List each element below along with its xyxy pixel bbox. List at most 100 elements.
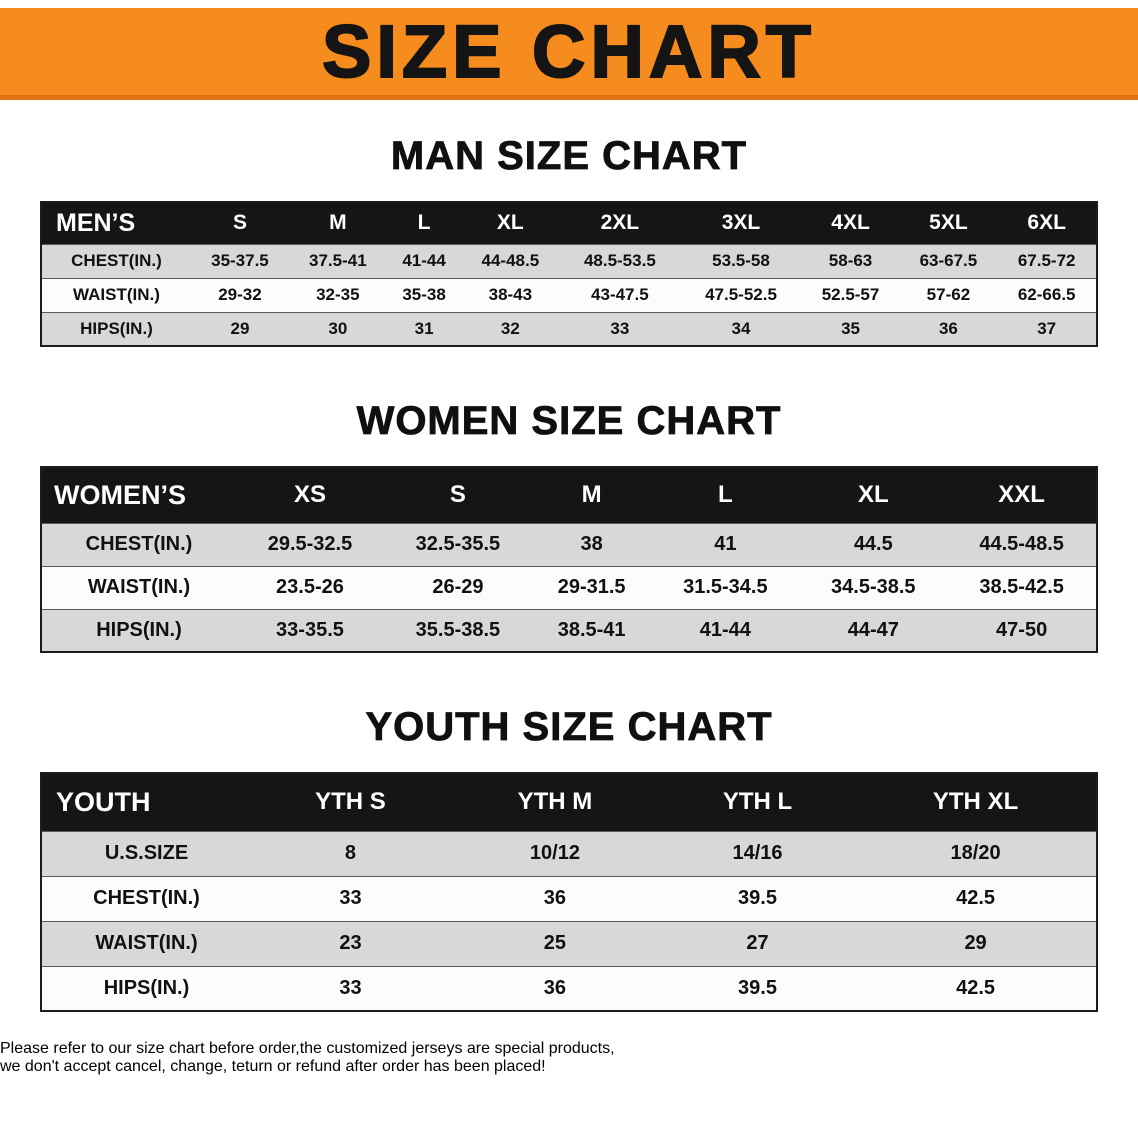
measurement-value-cell: 42.5 xyxy=(956,976,996,999)
table-header-row: WOMEN’S XS S M L XL XXL xyxy=(41,467,1097,523)
measurement-value-cell: 37 xyxy=(1037,318,1057,338)
measurement-value-cell: 37.5-41 xyxy=(309,251,367,270)
table-row: WAIST(IN.) 23 25 27 29 xyxy=(41,921,1097,966)
measurement-value-cell: 42.5 xyxy=(956,887,996,909)
mens-section-heading: MAN SIZE CHART xyxy=(390,134,748,179)
measurement-value-cell: 36 xyxy=(543,976,567,999)
measurement-value-cell: 36 xyxy=(543,887,567,909)
page-title: SIZE CHART xyxy=(321,9,816,93)
measurement-value-cell: 33-35.5 xyxy=(276,618,344,641)
table-header-row: YOUTH YTH S YTH M YTH L YTH XL xyxy=(41,773,1097,831)
measurement-value-cell: 53.5-58 xyxy=(712,251,770,270)
measurement-value-cell: 31 xyxy=(414,318,434,338)
measurement-value-cell: 27 xyxy=(746,932,769,954)
row-label-cell: WAIST(IN.) xyxy=(87,576,191,598)
table-title-cell: WOMEN’S xyxy=(41,467,236,523)
measurement-value-cell: 29 xyxy=(230,318,250,338)
table-row: WAIST(IN.) 23.5-26 26-29 29-31.5 31.5-34.5 34… xyxy=(41,566,1097,609)
disclaimer-line-1: Please refer to our size chart before or… xyxy=(0,1040,615,1057)
row-label-cell: HIPS(IN.) xyxy=(80,318,153,338)
measurement-value-cell: 44-48.5 xyxy=(481,251,540,270)
measurement-value-cell: 63-67.5 xyxy=(919,251,978,270)
youth-size-table: YOUTH YTH S YTH M YTH L YTH XL U.S.SIZE 8 10/12… xyxy=(40,772,1098,1012)
measurement-value-cell: 44-47 xyxy=(847,618,899,641)
size-column-header: 3XL xyxy=(680,202,802,244)
measurement-value-cell: 30 xyxy=(328,318,348,338)
size-column-header: 2XL xyxy=(559,202,681,244)
measurement-value-cell: 35-38 xyxy=(402,285,446,304)
size-column-header: YTH M xyxy=(449,773,660,831)
row-label-cell: HIPS(IN.) xyxy=(96,618,182,641)
size-column-header: S xyxy=(191,202,289,244)
size-column-header: YTH S xyxy=(251,773,450,831)
measurement-value-cell: 35.5-38.5 xyxy=(415,618,501,641)
size-column-header: XL xyxy=(461,202,560,244)
banner: SIZE CHART xyxy=(0,8,1138,100)
table-title-cell: MEN’S xyxy=(41,202,191,244)
size-sections: MAN SIZE CHART MEN’S S M L XL 2XL 3XL 4XL 5XL 6XL C… xyxy=(0,134,1138,1012)
measurement-value-cell: 29-32 xyxy=(218,285,262,304)
size-column-header: XS xyxy=(236,467,384,523)
measurement-value-cell: 41 xyxy=(714,533,737,555)
size-column-header: L xyxy=(651,467,800,523)
measurement-value-cell: 25 xyxy=(543,932,567,954)
disclaimer-line-2: we don't accept cancel, change, teturn o… xyxy=(0,1058,546,1075)
measurement-value-cell: 41-44 xyxy=(699,618,751,641)
measurement-value-cell: 33 xyxy=(339,976,362,999)
measurement-value-cell: 34.5-38.5 xyxy=(831,576,916,598)
size-column-header: XXL xyxy=(947,467,1097,523)
measurement-value-cell: 38.5-42.5 xyxy=(979,576,1064,598)
measurement-value-cell: 32.5-35.5 xyxy=(415,533,501,555)
mens-size-table: MEN’S S M L XL 2XL 3XL 4XL 5XL 6XL CHEST(IN.) 35-37… xyxy=(40,201,1098,347)
size-column-header: L xyxy=(386,202,462,244)
measurement-value-cell: 34 xyxy=(731,318,751,338)
size-column-header: M xyxy=(288,202,387,244)
measurement-value-cell: 38-43 xyxy=(488,285,533,304)
measurement-value-cell: 10/12 xyxy=(529,842,580,864)
size-column-header: M xyxy=(531,467,652,523)
table-row: CHEST(IN.) 35-37.5 37.5-41 41-44 44-48.5 48.5… xyxy=(41,244,1097,278)
measurement-value-cell: 47-50 xyxy=(996,618,1048,641)
measurement-value-cell: 58-63 xyxy=(828,251,873,270)
table-row: CHEST(IN.) 29.5-32.5 32.5-35.5 38 41 44.5 44.5… xyxy=(41,523,1097,566)
measurement-value-cell: 33 xyxy=(610,318,630,338)
measurement-value-cell: 52.5-57 xyxy=(821,285,880,304)
size-column-header: 5XL xyxy=(899,202,998,244)
table-row: WAIST(IN.) 29-32 32-35 35-38 38-43 43-47.5 47.… xyxy=(41,278,1097,312)
size-column-header: YTH L xyxy=(659,773,856,831)
size-column-header: 6XL xyxy=(997,202,1097,244)
table-row: HIPS(IN.) 29 30 31 32 33 34 35 36 37 xyxy=(41,312,1097,346)
measurement-value-cell: 31.5-34.5 xyxy=(683,576,768,598)
measurement-value-cell: 23.5-26 xyxy=(276,576,344,598)
measurement-value-cell: 44.5-48.5 xyxy=(979,533,1064,555)
measurement-value-cell: 36 xyxy=(938,318,958,338)
measurement-value-cell: 44.5 xyxy=(853,533,893,555)
measurement-value-cell: 26-29 xyxy=(432,576,484,598)
table-row: HIPS(IN.) 33 36 39.5 42.5 xyxy=(41,966,1097,1011)
measurement-value-cell: 39.5 xyxy=(738,887,777,909)
measurement-value-cell: 23 xyxy=(339,932,362,954)
womens-section-heading: WOMEN SIZE CHART xyxy=(356,399,782,444)
row-label-cell: U.S.SIZE xyxy=(104,842,189,864)
measurement-value-cell: 32-35 xyxy=(316,285,360,304)
measurement-value-cell: 33 xyxy=(339,887,362,909)
row-label-cell: HIPS(IN.) xyxy=(103,976,190,999)
measurement-value-cell: 41-44 xyxy=(402,251,446,270)
row-label-cell: CHEST(IN.) xyxy=(71,251,162,270)
size-column-header: YTH XL xyxy=(855,773,1097,831)
measurement-value-cell: 35-37.5 xyxy=(211,251,269,270)
measurement-value-cell: 29 xyxy=(964,932,987,954)
measurement-value-cell: 38.5-41 xyxy=(557,618,626,641)
measurement-value-cell: 67.5-72 xyxy=(1017,251,1076,270)
table-row: CHEST(IN.) 33 36 39.5 42.5 xyxy=(41,876,1097,921)
size-column-header: XL xyxy=(799,467,948,523)
measurement-value-cell: 18/20 xyxy=(950,842,1001,864)
measurement-value-cell: 48.5-53.5 xyxy=(583,251,656,270)
table-header-row: MEN’S S M L XL 2XL 3XL 4XL 5XL 6XL xyxy=(41,202,1097,244)
row-label-cell: CHEST(IN.) xyxy=(85,533,193,555)
measurement-value-cell: 29.5-32.5 xyxy=(267,533,353,555)
size-column-header: 4XL xyxy=(801,202,900,244)
womens-size-table: WOMEN’S XS S M L XL XXL CHEST(IN.) 29.5-32.5 32.5… xyxy=(40,466,1098,653)
measurement-value-cell: 29-31.5 xyxy=(557,576,626,598)
measurement-value-cell: 57-62 xyxy=(926,285,971,304)
